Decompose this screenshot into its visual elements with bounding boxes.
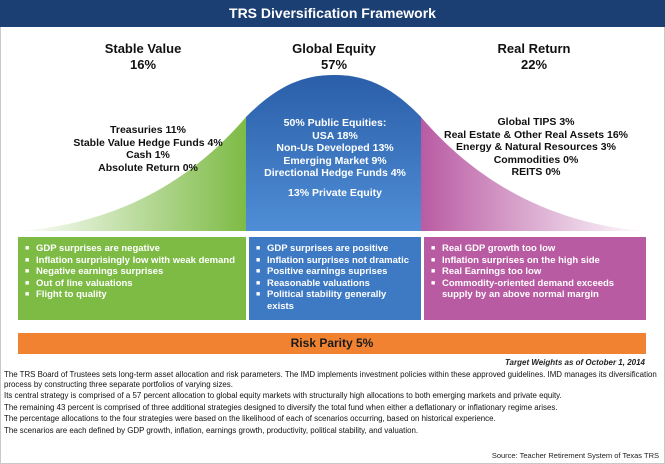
bell-curve-graphic [18, 75, 646, 231]
note-paragraph: The scenarios are each defined by GDP gr… [4, 425, 419, 435]
scenario-item: Reasonable valuations [256, 278, 415, 290]
real-return-region [421, 117, 646, 231]
column-header-stable-value: Stable Value 16% [43, 41, 243, 73]
allocation-item: Directional Hedge Funds 4% [264, 167, 406, 179]
column-name: Real Return [497, 41, 571, 56]
scenario-item: Negative earnings surprises [25, 266, 240, 278]
scenario-item: GDP surprises are positive [256, 243, 415, 255]
allocation-item: REITS 0% [511, 166, 561, 178]
allocation-item: Real Estate & Other Real Assets 16% [443, 128, 629, 141]
allocation-item: Treasuries 11% [110, 124, 186, 136]
allocation-item: Cash 1% [126, 149, 170, 161]
note-paragraph: The remaining 43 percent is comprised of… [4, 402, 558, 412]
diagram-title: TRS Diversification Framework [0, 0, 665, 27]
column-percent: 16% [129, 57, 157, 72]
column-name: Global Equity [292, 41, 376, 56]
stable-value-region [18, 117, 246, 231]
note-paragraph: The percentage allocations to the four s… [4, 414, 496, 424]
global-equity-scenarios-box: GDP surprises are positive Inflation sur… [249, 237, 421, 320]
allocation-item: Energy & Natural Resources 3% [456, 141, 616, 153]
column-name: Stable Value [104, 41, 182, 56]
allocation-item: Global TIPS 3% [497, 116, 575, 128]
global-equity-allocations: 50% Public Equities: USA 18% Non-Us Deve… [249, 117, 421, 199]
scenario-item: Inflation surprises on the high side [431, 255, 640, 267]
scenario-item: Out of line valuations [25, 278, 240, 290]
scenario-item: GDP surprises are negative [25, 243, 240, 255]
global-equity-region [246, 75, 421, 231]
scenario-item: Commodity-oriented demand exceeds supply… [431, 278, 640, 301]
risk-parity-bar: Risk Parity 5% [18, 333, 646, 354]
note-paragraph: The TRS Board of Trustees sets long-term… [4, 370, 657, 389]
scenario-item: Positive earnings suprises [256, 266, 415, 278]
allocation-item: Non-Us Developed 13% [276, 142, 394, 154]
stable-value-allocations: Treasuries 11% Stable Value Hedge Funds … [58, 124, 238, 174]
allocation-item: 50% Public Equities: [283, 117, 387, 129]
column-percent: 57% [320, 57, 348, 72]
notes-section: The TRS Board of Trustees sets long-term… [4, 370, 659, 438]
scenario-item: Inflation surprisingly low with weak dem… [25, 255, 240, 267]
scenario-item: Real Earnings too low [431, 266, 640, 278]
target-weights-note: Target Weights as of October 1, 2014 [504, 358, 645, 367]
real-return-scenarios-box: Real GDP growth too low Inflation surpri… [424, 237, 646, 320]
column-header-global-equity: Global Equity 57% [234, 41, 434, 73]
allocation-item: Stable Value Hedge Funds 4% [73, 136, 223, 149]
column-header-real-return: Real Return 22% [434, 41, 634, 73]
allocation-item: Commodities 0% [493, 153, 579, 166]
allocation-item: Emerging Market 9% [283, 154, 387, 167]
column-percent: 22% [520, 57, 548, 72]
scenario-item: Real GDP growth too low [431, 243, 640, 255]
note-paragraph: Its central strategy is comprised of a 5… [4, 391, 562, 401]
allocation-item: Absolute Return 0% [98, 161, 198, 174]
real-return-allocations: Global TIPS 3% Real Estate & Other Real … [424, 116, 648, 179]
private-equity-label: 13% Private Equity [288, 186, 382, 199]
allocation-item: USA 18% [312, 129, 358, 142]
source-credit: Source: Teacher Retirement System of Tex… [491, 451, 659, 460]
scenario-item: Political stability generally exists [256, 289, 415, 312]
stable-value-scenarios-box: GDP surprises are negative Inflation sur… [18, 237, 246, 320]
scenario-item: Flight to quality [25, 289, 240, 301]
scenario-item: Inflation surprises not dramatic [256, 255, 415, 267]
